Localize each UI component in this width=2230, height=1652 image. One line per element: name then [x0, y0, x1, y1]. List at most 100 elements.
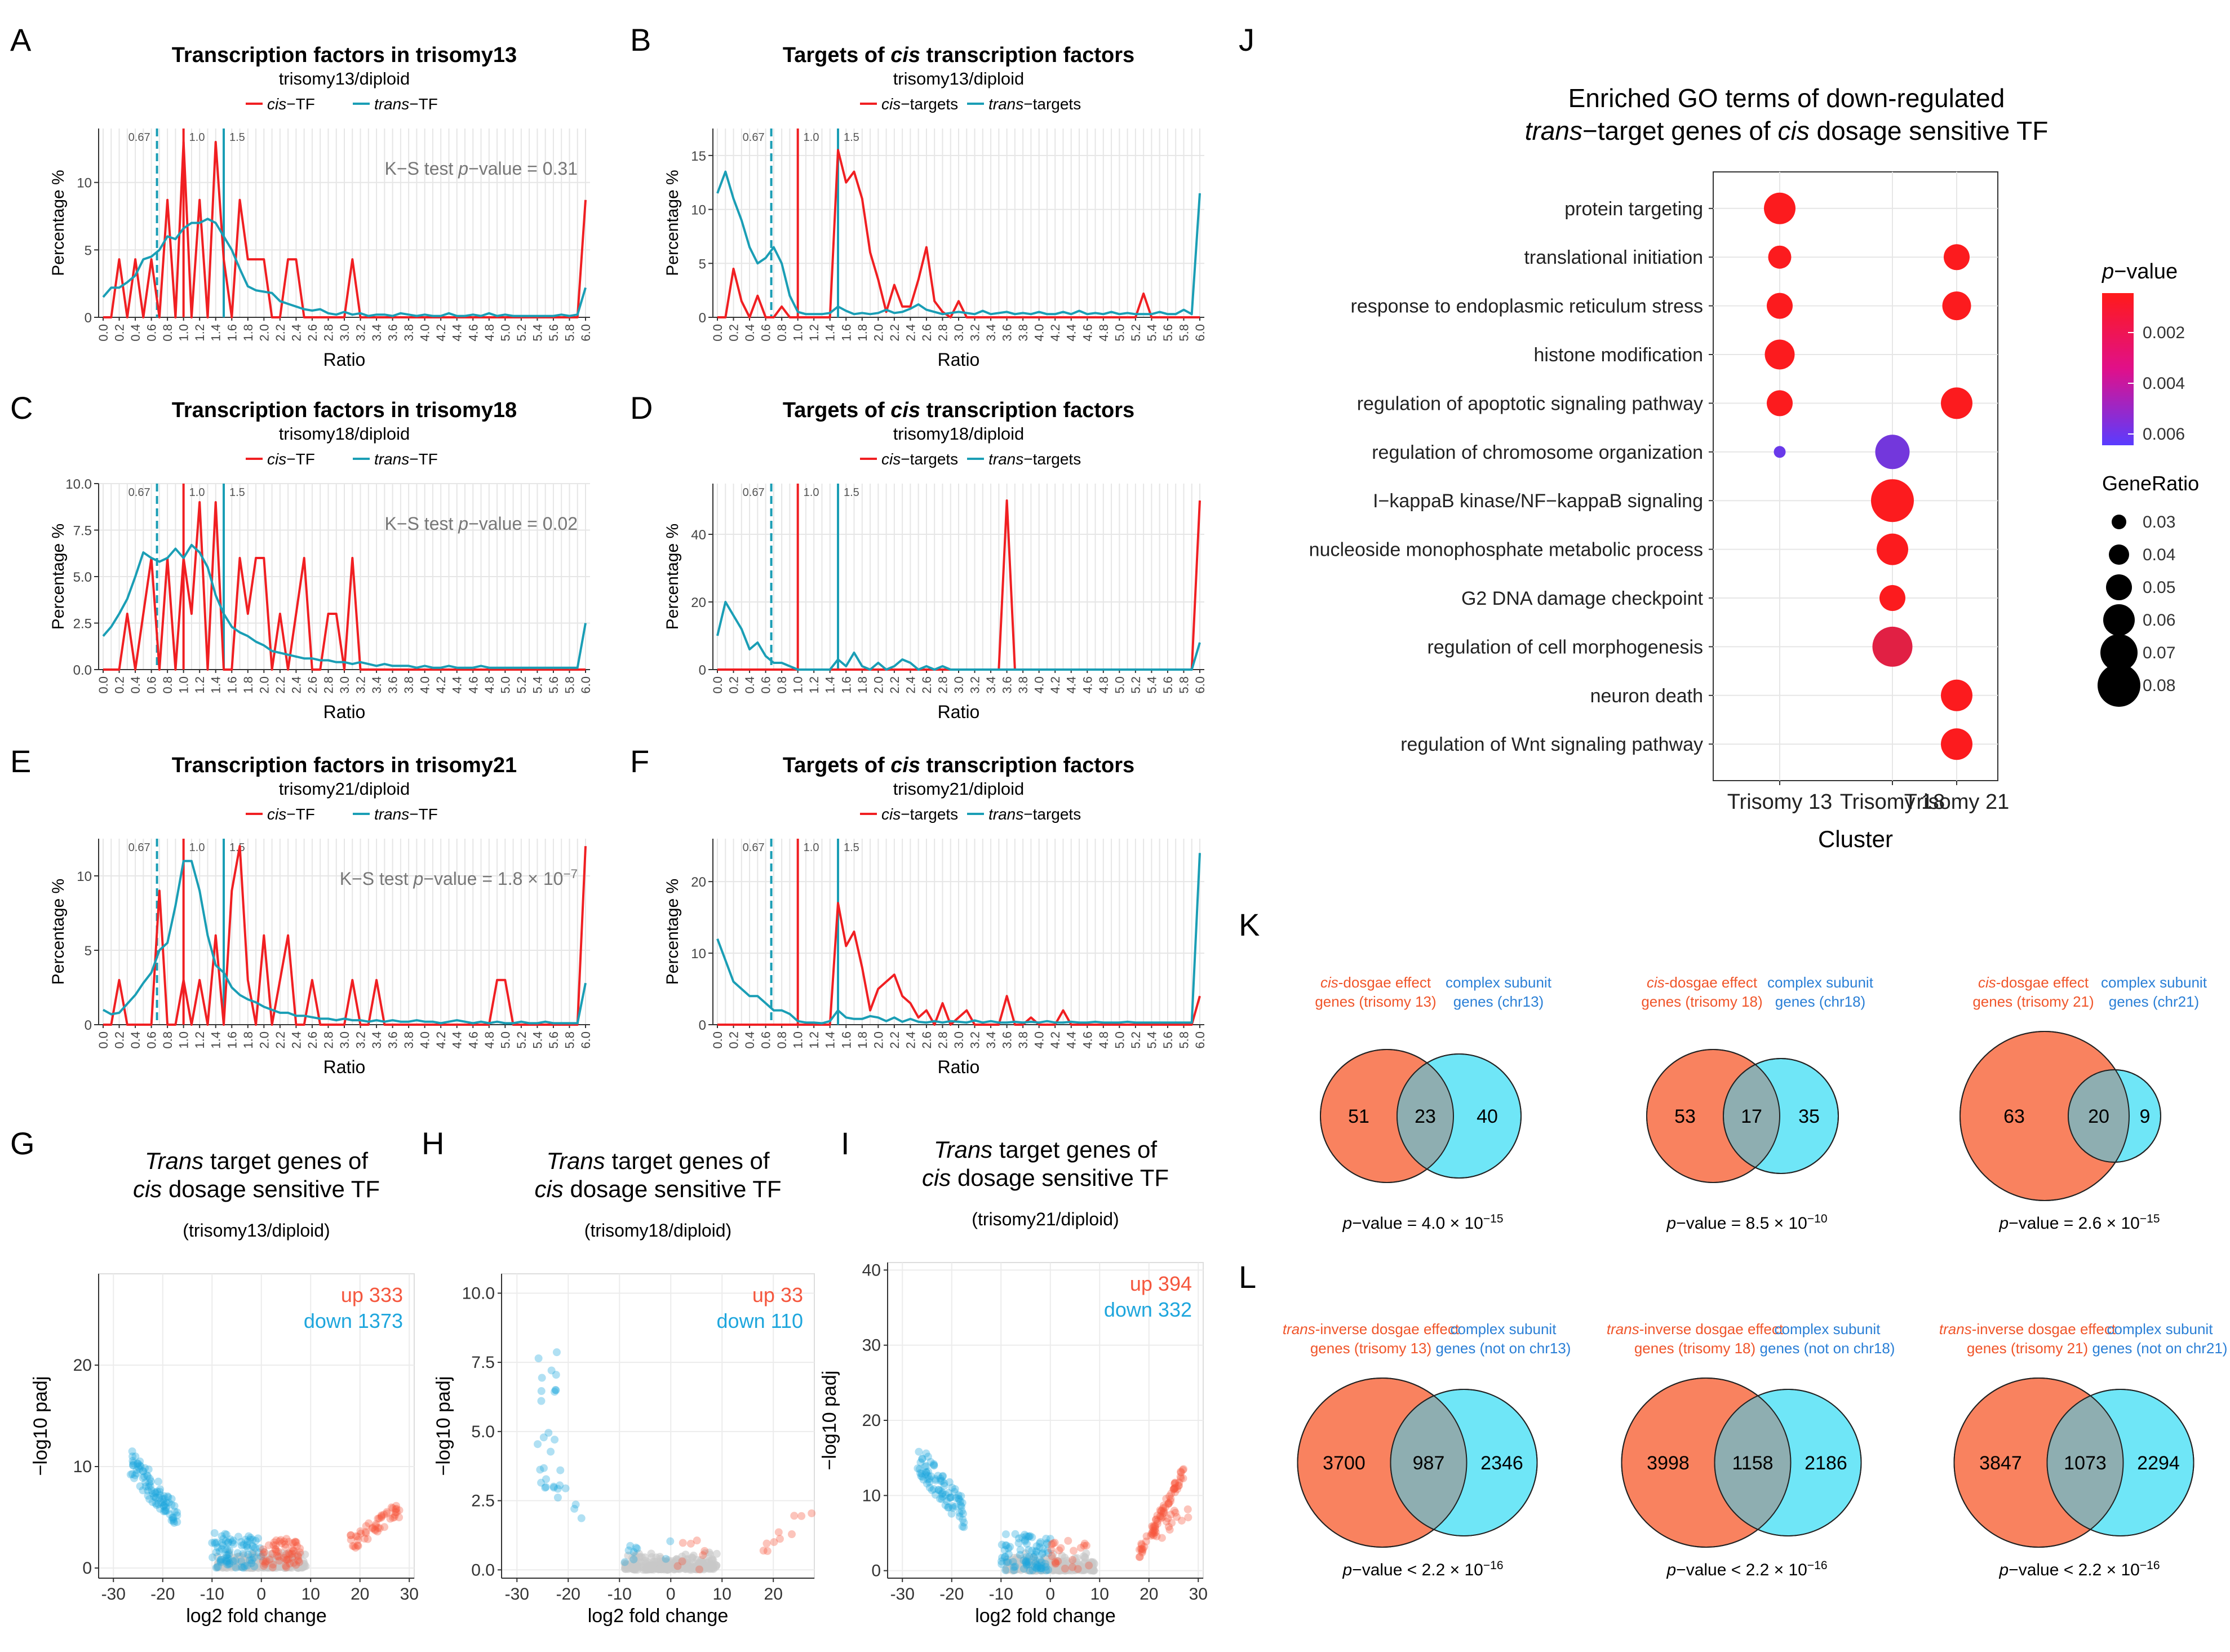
- point-down: [139, 1467, 147, 1476]
- go-term-label: G2 DNA damage checkpoint: [1461, 588, 1704, 609]
- venn-label-right: complex subunit: [1451, 1321, 1557, 1337]
- point-up: [391, 1511, 399, 1519]
- text-segment: cis: [133, 1176, 162, 1202]
- point-down: [173, 1511, 181, 1520]
- K-venn-3: 63 20 9 cis-dosgae effect genes (trisomy 21)…: [1959, 974, 2207, 1233]
- point-down: [1011, 1562, 1019, 1571]
- point-ns: [707, 1565, 716, 1573]
- point-down: [224, 1554, 233, 1563]
- point-down: [945, 1494, 954, 1502]
- point-ns: [693, 1556, 702, 1564]
- point-up: [357, 1529, 365, 1538]
- point-down: [154, 1477, 162, 1486]
- point-down: [918, 1454, 926, 1463]
- point-up: [378, 1512, 386, 1521]
- legend-label-cis: cis−TF: [267, 450, 315, 468]
- x-tick-label: 4.2: [434, 676, 448, 694]
- chart-title: cis dosage sensitive TF: [133, 1176, 380, 1202]
- point-down: [218, 1545, 226, 1553]
- point-down: [212, 1538, 221, 1547]
- point-down: [210, 1538, 219, 1547]
- x-axis-label: Ratio: [323, 702, 366, 722]
- point-up: [693, 1536, 701, 1545]
- venn-count-overlap: 1158: [1732, 1452, 1773, 1474]
- point-up: [1152, 1515, 1160, 1523]
- x-tick-label: 5.2: [515, 324, 529, 342]
- point-up: [1061, 1565, 1069, 1573]
- point-down: [254, 1548, 263, 1557]
- x-tick-label: 1.8: [855, 676, 870, 694]
- point-ns: [1004, 1558, 1013, 1566]
- x-axis-label: Ratio: [938, 702, 980, 722]
- go-term-label: neuron death: [1590, 685, 1703, 707]
- point-down: [147, 1477, 156, 1486]
- point-down: [1033, 1561, 1041, 1569]
- generatio-key: [2100, 634, 2138, 671]
- point-down: [136, 1462, 145, 1471]
- x-tick-label: 3.2: [354, 1031, 368, 1049]
- x-tick-label: 4.4: [450, 1031, 464, 1049]
- text-segment: target genes of: [203, 1148, 368, 1174]
- colorbar-label: 0.004: [2143, 374, 2185, 393]
- point-up: [354, 1542, 362, 1550]
- x-tick-label: 3.4: [984, 676, 998, 694]
- x-tick-label: 1.6: [225, 676, 239, 694]
- point-down: [223, 1553, 231, 1562]
- point-down: [921, 1463, 929, 1471]
- point-ns: [672, 1564, 681, 1572]
- point-down: [1019, 1556, 1028, 1565]
- point-down: [1021, 1536, 1029, 1544]
- legend-label-trans: trans−targets: [988, 805, 1081, 823]
- series-line-cis: [717, 149, 1200, 318]
- point-down: [133, 1460, 141, 1468]
- point-down: [239, 1564, 247, 1572]
- go-dot: [1872, 626, 1913, 667]
- point-down: [1022, 1532, 1030, 1540]
- go-dot: [1767, 390, 1793, 417]
- point-down: [943, 1497, 951, 1505]
- point-down: [1022, 1558, 1030, 1567]
- y-tick-label: 40: [862, 1261, 881, 1279]
- x-tick-label: 0.2: [113, 676, 127, 694]
- point-up: [1171, 1484, 1179, 1492]
- reference-line-label: 0.67: [743, 841, 765, 854]
- go-dotplot: Enriched GO terms of down-regulated trans…: [1309, 83, 2199, 852]
- x-tick-label: 2.6: [305, 676, 320, 694]
- chart-title: Targets of cis transcription factors: [783, 398, 1134, 422]
- point-up: [285, 1549, 293, 1558]
- x-tick-label: 2.2: [273, 676, 287, 694]
- point-down: [1038, 1564, 1046, 1573]
- point-ns: [1081, 1566, 1089, 1574]
- y-tick-label: 0: [699, 311, 706, 326]
- point-up: [1162, 1517, 1171, 1526]
- point-up: [1148, 1522, 1156, 1530]
- point-down: [150, 1488, 159, 1496]
- point-down: [156, 1487, 164, 1496]
- text-segment: Targets of: [783, 43, 890, 67]
- point-down: [251, 1544, 260, 1552]
- point-up: [369, 1523, 377, 1532]
- point-up: [1160, 1508, 1168, 1517]
- point-down: [170, 1502, 179, 1510]
- point-down: [960, 1523, 968, 1531]
- point-ns: [689, 1564, 697, 1572]
- x-tick-label: 2.4: [903, 1031, 917, 1049]
- venn-count-right: 2186: [1805, 1452, 1847, 1474]
- point-down: [541, 1483, 549, 1492]
- go-term-label: regulation of Wnt signaling pathway: [1400, 734, 1703, 755]
- point-down: [1041, 1560, 1049, 1568]
- text-segment: −value: [2114, 260, 2178, 284]
- point-down: [938, 1490, 946, 1498]
- point-up: [1173, 1513, 1181, 1521]
- generatio-key: [2106, 574, 2132, 600]
- text-segment: −value = 8.5 × 10: [1676, 1214, 1807, 1233]
- point-up: [775, 1535, 784, 1543]
- point-up: [1170, 1485, 1178, 1493]
- point-down: [948, 1504, 957, 1512]
- point-ns: [649, 1565, 658, 1574]
- venn-count-left: 3700: [1323, 1452, 1366, 1474]
- point-down: [928, 1486, 936, 1494]
- text-segment: transcription factors: [920, 754, 1134, 777]
- x-tick-label: 5.6: [547, 1031, 561, 1049]
- point-up: [1164, 1500, 1173, 1508]
